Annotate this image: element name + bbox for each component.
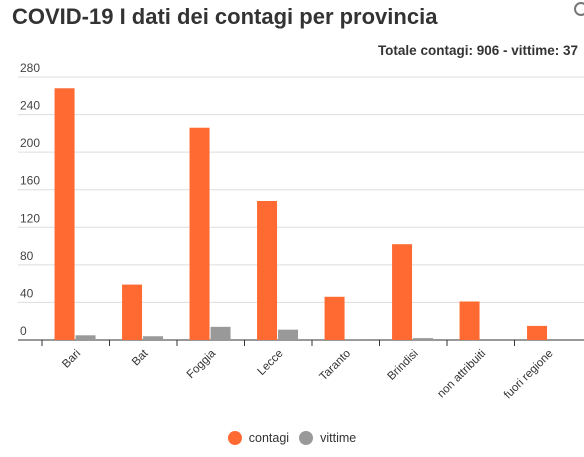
legend: contagi vittime <box>0 431 584 445</box>
y-tick-label: 0 <box>20 324 27 338</box>
bar-vittime-fuori-regione[interactable] <box>548 339 569 340</box>
x-tick-label: non attribuiti <box>435 348 488 401</box>
bar-vittime-brindisi[interactable] <box>413 338 434 340</box>
legend-swatch-contagi <box>227 431 242 445</box>
bar-contagi-lecce[interactable] <box>257 200 278 340</box>
y-tick-label: 120 <box>20 211 40 225</box>
bar-contagi-brindisi[interactable] <box>392 244 413 340</box>
bar-contagi-foggia[interactable] <box>189 127 210 340</box>
bar-contagi-non-attribuiti[interactable] <box>459 301 480 340</box>
bar-vittime-non-attribuiti[interactable] <box>480 339 501 340</box>
y-tick-label: 80 <box>20 249 34 263</box>
x-tick-label: Bari <box>60 348 83 371</box>
bar-contagi-taranto[interactable] <box>324 296 345 340</box>
x-tick-label: Foggia <box>185 347 219 381</box>
x-tick-label: Brindisi <box>386 348 421 383</box>
chart-title: COVID-19 I dati dei contagi per provinci… <box>12 4 438 29</box>
bar-vittime-bari[interactable] <box>75 335 96 340</box>
y-tick-label: 40 <box>20 286 34 300</box>
x-tick-label: Lecce <box>255 348 285 378</box>
legend-label-vittime: vittime <box>320 431 357 445</box>
y-tick-label: 280 <box>20 61 40 75</box>
bar-contagi-bari[interactable] <box>54 88 75 341</box>
grid-lines <box>18 76 584 341</box>
bar-chart: 0 40 80 120 160 200 240 280 Bari Bat Foggia Lecce T… <box>18 61 584 402</box>
y-tick-label: 160 <box>20 174 40 188</box>
bar-contagi-bat[interactable] <box>122 284 143 340</box>
bar-contagi-fuori-regione[interactable] <box>527 325 548 340</box>
x-tick-label: Taranto <box>318 348 354 384</box>
legend-label-contagi: contagi <box>248 431 290 445</box>
bar-vittime-bat[interactable] <box>143 336 164 340</box>
legend-item-vittime[interactable]: vittime <box>299 431 356 445</box>
legend-swatch-vittime <box>299 431 314 445</box>
bars <box>54 88 569 341</box>
x-tick-label: fuori regione <box>502 348 556 402</box>
y-axis-ticks: 0 40 80 120 160 200 240 280 <box>20 61 40 338</box>
legend-item-contagi[interactable]: contagi <box>227 431 290 445</box>
bar-vittime-lecce[interactable] <box>278 329 299 340</box>
bar-vittime-taranto[interactable] <box>345 339 366 340</box>
y-tick-label: 240 <box>20 99 40 113</box>
x-axis-ticks: Bari Bat Foggia Lecce Taranto Brindisi non att… <box>41 340 556 402</box>
menu-icon[interactable] <box>574 2 584 16</box>
chart-subtitle: Totale contagi: 906 - vittime: 37 <box>377 43 578 58</box>
bar-vittime-foggia[interactable] <box>210 326 231 340</box>
y-tick-label: 200 <box>20 136 40 150</box>
x-tick-label: Bat <box>130 347 151 368</box>
